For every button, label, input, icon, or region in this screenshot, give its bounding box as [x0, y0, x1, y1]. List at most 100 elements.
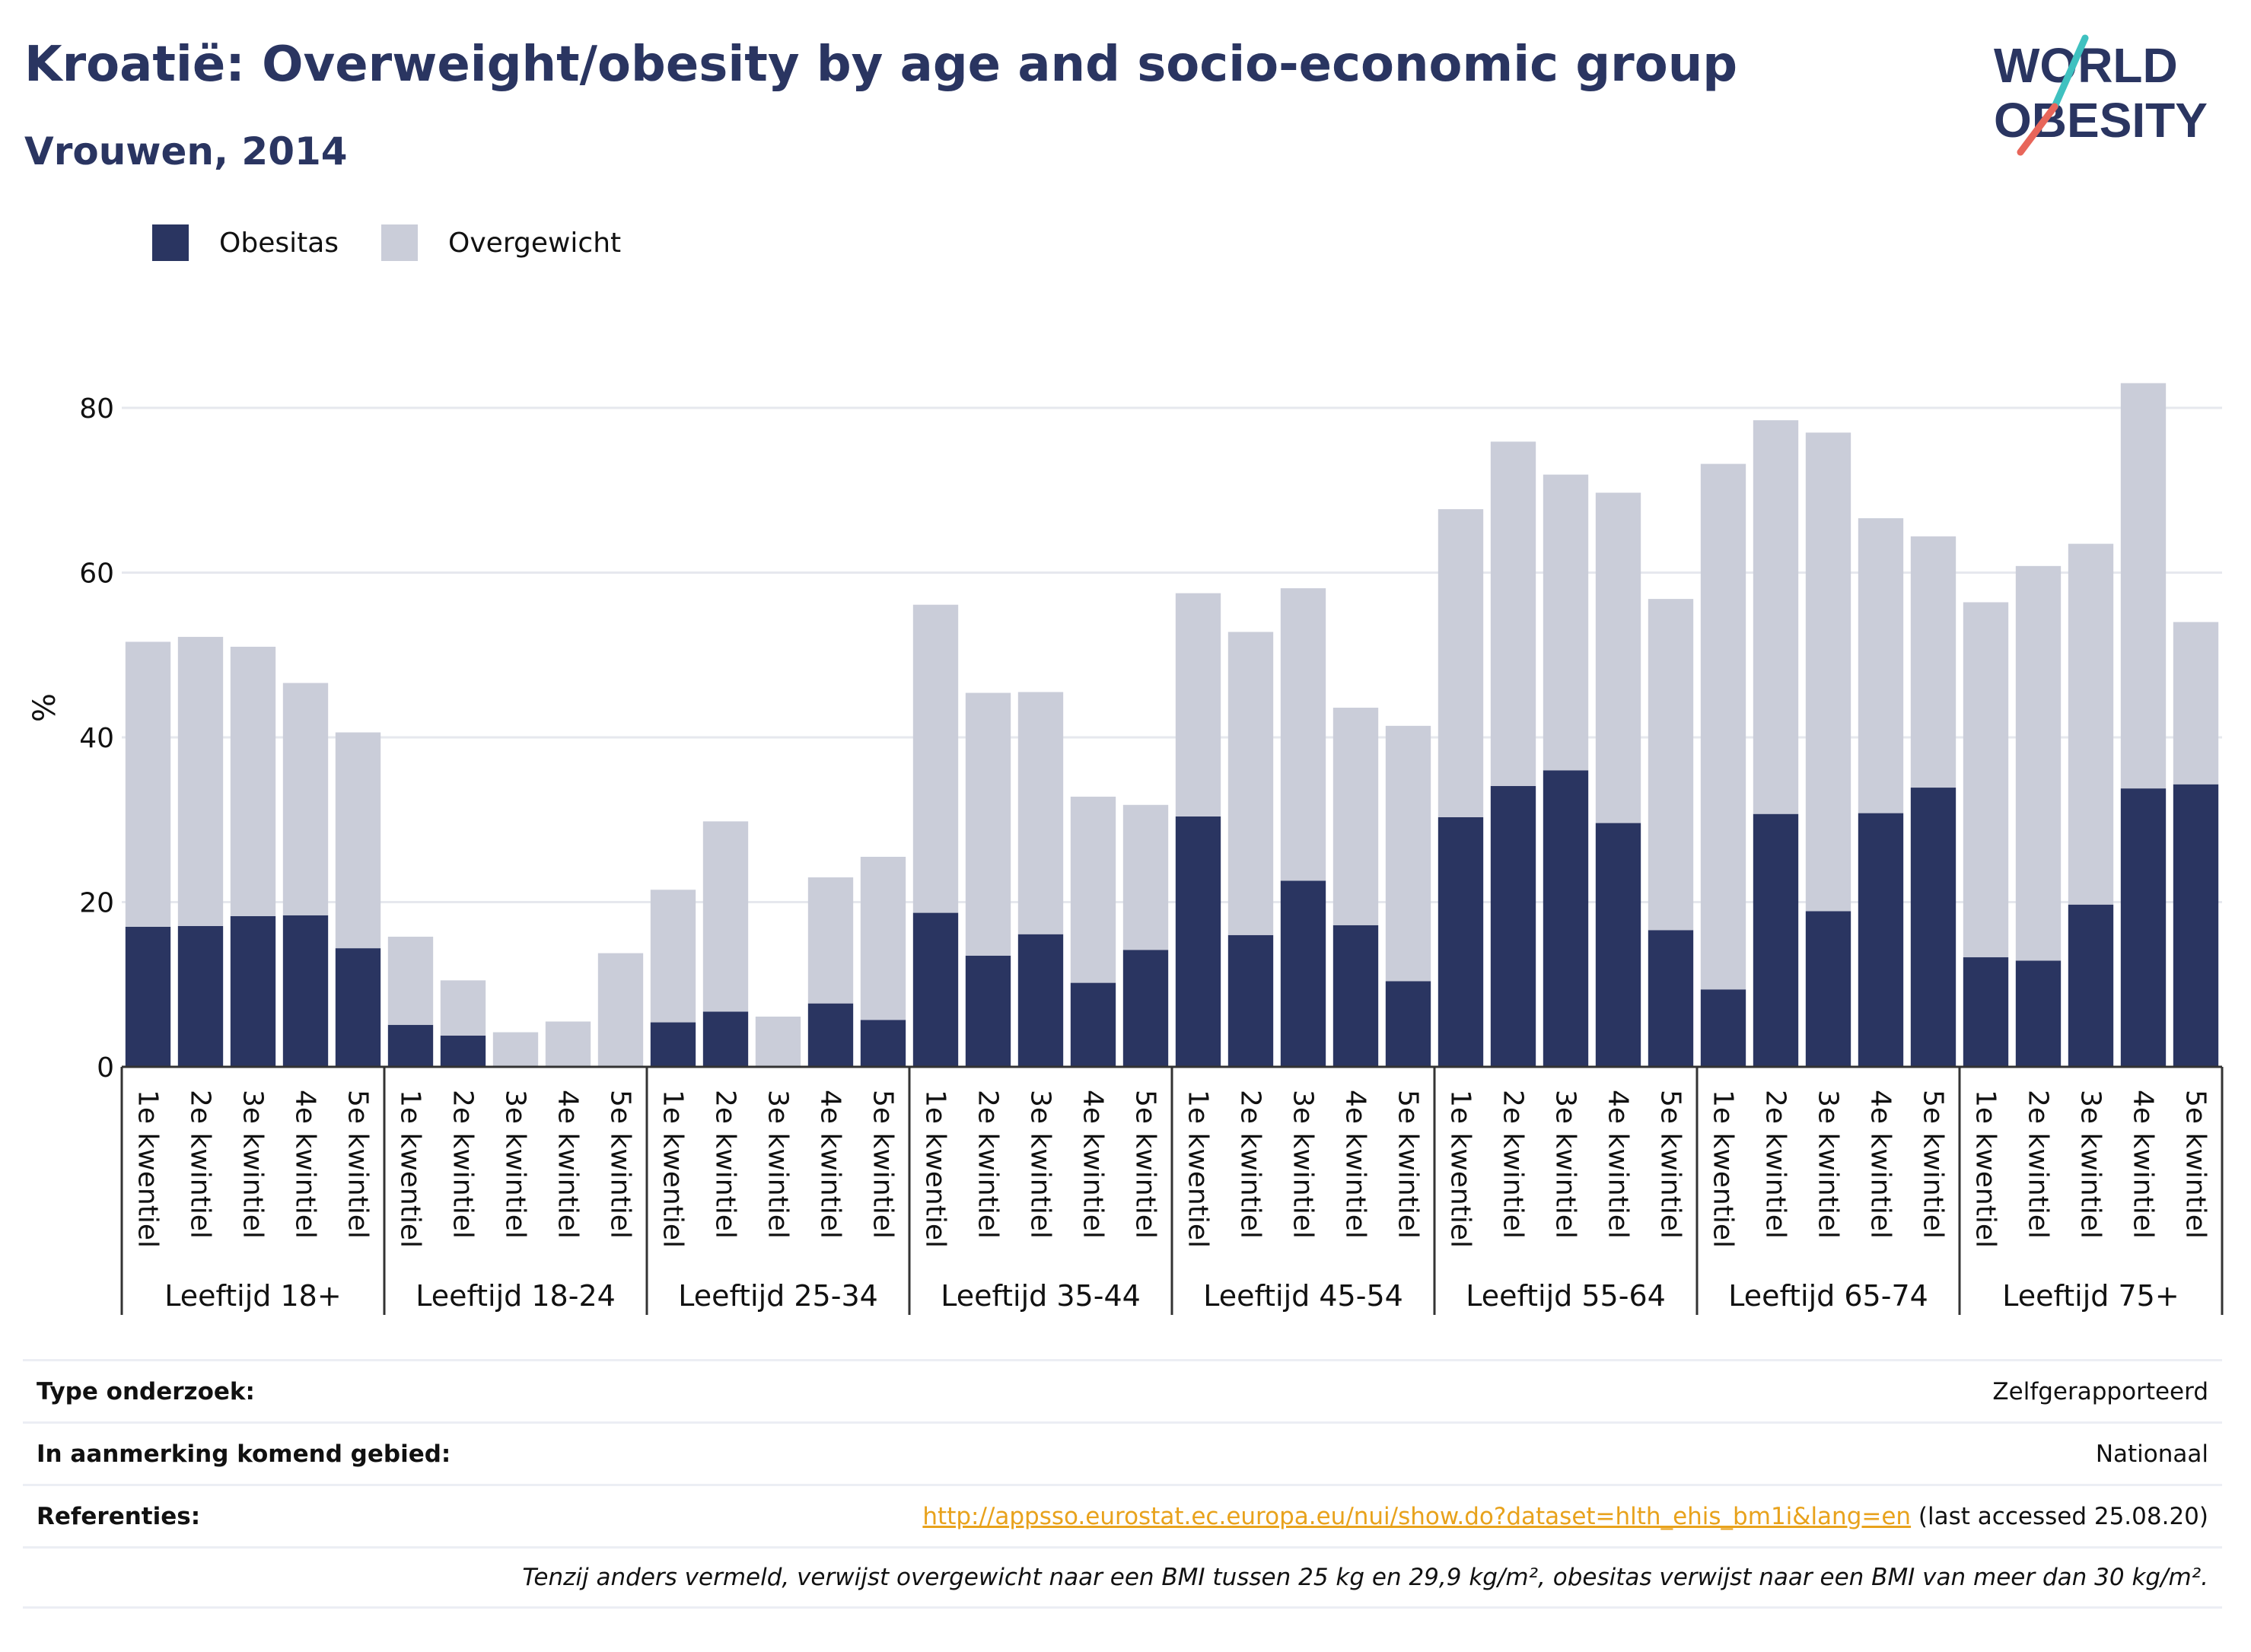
info-refs-value: http://appsso.eurostat.ec.europa.eu/nui/… — [922, 1503, 2208, 1530]
info-refs-label: Referenties: — [37, 1502, 201, 1530]
legend-label-obesity: Obesitas — [219, 227, 339, 259]
bar-obesity — [1175, 816, 1221, 1067]
logo-line1: WORLD — [1994, 38, 2178, 93]
bar-obesity — [1805, 911, 1851, 1067]
group-label: Leeftijd 65-74 — [1728, 1279, 1928, 1313]
bar-overweight — [1175, 593, 1221, 816]
bar-obesity — [440, 1035, 486, 1067]
bar-overweight — [1805, 432, 1851, 912]
group-label: Leeftijd 45-54 — [1203, 1279, 1403, 1313]
group-label: Leeftijd 55-64 — [1466, 1279, 1666, 1313]
page-title: Kroatië: Overweight/obesity by age and s… — [24, 37, 1738, 93]
bar-obesity — [282, 915, 329, 1067]
x-tick-label: 2e kwintiel — [1760, 1090, 1791, 1239]
bar-obesity — [1332, 925, 1379, 1067]
bar-obesity — [335, 948, 381, 1067]
info-type-label: Type onderzoek: — [37, 1377, 255, 1405]
bar-overweight — [1227, 632, 1274, 935]
bar-overweight — [1490, 441, 1536, 786]
bar-overweight — [1122, 804, 1169, 950]
bar-obesity — [912, 912, 959, 1067]
bar-overweight — [860, 856, 906, 1020]
bar-overweight — [1595, 492, 1641, 823]
x-tick-label: 2e kwintiel — [2023, 1090, 2054, 1239]
bar-obesity — [1858, 813, 1904, 1067]
reference-accessed: (last accessed 25.08.20) — [1911, 1502, 2208, 1530]
group-label: Leeftijd 18+ — [164, 1279, 341, 1313]
x-tick-label: 1e kwentiel — [1183, 1090, 1214, 1248]
bar-obesity — [1122, 950, 1169, 1067]
bar-overweight — [387, 936, 434, 1025]
bar-overweight — [1910, 536, 1956, 788]
legend-item-overweight[interactable]: Overgewicht — [381, 224, 621, 261]
bar-overweight — [177, 636, 224, 926]
x-tick-label: 3e kwintiel — [500, 1090, 531, 1239]
x-tick-label: 3e kwintiel — [1025, 1090, 1056, 1239]
x-tick-label: 5e kwintiel — [1655, 1090, 1686, 1239]
bar-overweight — [597, 953, 644, 1067]
x-tick-label: 5e kwintiel — [868, 1090, 899, 1239]
x-tick-label: 2e kwintiel — [447, 1090, 479, 1239]
x-tick-label: 4e kwintiel — [1078, 1090, 1109, 1239]
reference-link[interactable]: http://appsso.eurostat.ec.europa.eu/nui/… — [922, 1502, 1912, 1530]
bar-overweight — [1648, 599, 1694, 931]
group-label: Leeftijd 25-34 — [678, 1279, 878, 1313]
x-tick-label: 5e kwintiel — [342, 1090, 374, 1239]
bar-obesity — [2068, 904, 2114, 1067]
bar-obesity — [2173, 784, 2219, 1067]
world-obesity-logo: WORLD OBESITY — [1994, 34, 2208, 156]
legend-item-obesity[interactable]: Obesitas — [152, 224, 339, 261]
bar-obesity — [1385, 981, 1431, 1067]
bar-overweight — [2173, 622, 2219, 785]
bar-obesity — [125, 926, 171, 1067]
bar-overweight — [440, 980, 486, 1036]
bar-overweight — [755, 1016, 801, 1067]
bar-overweight — [1385, 725, 1431, 982]
info-area-value: Nationaal — [2095, 1440, 2208, 1468]
bar-obesity — [177, 925, 224, 1067]
x-tick-label: 3e kwintiel — [237, 1090, 269, 1239]
legend-label-overweight: Overgewicht — [448, 227, 622, 259]
y-tick-label: 60 — [79, 559, 114, 590]
bar-overweight — [650, 890, 696, 1023]
bar-overweight — [1070, 796, 1116, 983]
x-tick-label: 4e kwintiel — [815, 1090, 846, 1239]
bar-obesity — [1963, 957, 2009, 1067]
x-tick-label: 4e kwintiel — [1340, 1090, 1371, 1239]
legend-swatch-obesity — [152, 224, 189, 261]
bar-overweight — [1280, 588, 1326, 881]
x-tick-label: 1e kwentiel — [1708, 1090, 1739, 1248]
x-tick-label: 4e kwintiel — [290, 1090, 321, 1239]
bar-overweight — [1858, 518, 1904, 813]
bar-obesity — [1438, 817, 1484, 1067]
bar-obesity — [230, 915, 276, 1067]
bar-overweight — [1017, 692, 1064, 934]
x-tick-label: 1e kwentiel — [920, 1090, 951, 1248]
bar-obesity — [860, 1020, 906, 1067]
y-tick-label: 20 — [79, 888, 114, 919]
bar-chart: 0 20 40 60 80% 1e kwentiel 2e kwintiel 3e kwint… — [27, 383, 2224, 1315]
bar-overweight — [125, 641, 171, 927]
info-row-refs: Referenties: http://appsso.eurostat.ec.e… — [23, 1484, 2222, 1546]
x-tick-label: 1e kwentiel — [1445, 1090, 1476, 1248]
x-tick-label: 1e kwentiel — [395, 1090, 426, 1248]
bar-overweight — [1753, 420, 1799, 814]
info-row-type: Type onderzoek: Zelfgerapporteerd — [23, 1359, 2222, 1421]
group-label: Leeftijd 75+ — [2002, 1279, 2179, 1313]
bar-obesity — [807, 1003, 854, 1067]
bar-overweight — [492, 1032, 539, 1067]
group-label: Leeftijd 35-44 — [941, 1279, 1141, 1313]
info-type-value: Zelfgerapporteerd — [1992, 1377, 2208, 1405]
bar-overweight — [912, 604, 959, 913]
group-label: Leeftijd 18-24 — [415, 1279, 616, 1313]
bar-overweight — [2015, 565, 2062, 961]
x-tick-label: 4e kwintiel — [1865, 1090, 1896, 1239]
bar-obesity — [1227, 934, 1274, 1067]
y-tick-label: 80 — [79, 393, 114, 425]
bar-obesity — [1070, 982, 1116, 1067]
page-subtitle: Vrouwen, 2014 — [24, 129, 348, 173]
info-table: Type onderzoek: Zelfgerapporteerd In aan… — [23, 1359, 2222, 1609]
x-tick-label: 1e kwentiel — [657, 1090, 689, 1248]
bar-overweight — [965, 692, 1011, 956]
bar-obesity — [2120, 788, 2167, 1067]
